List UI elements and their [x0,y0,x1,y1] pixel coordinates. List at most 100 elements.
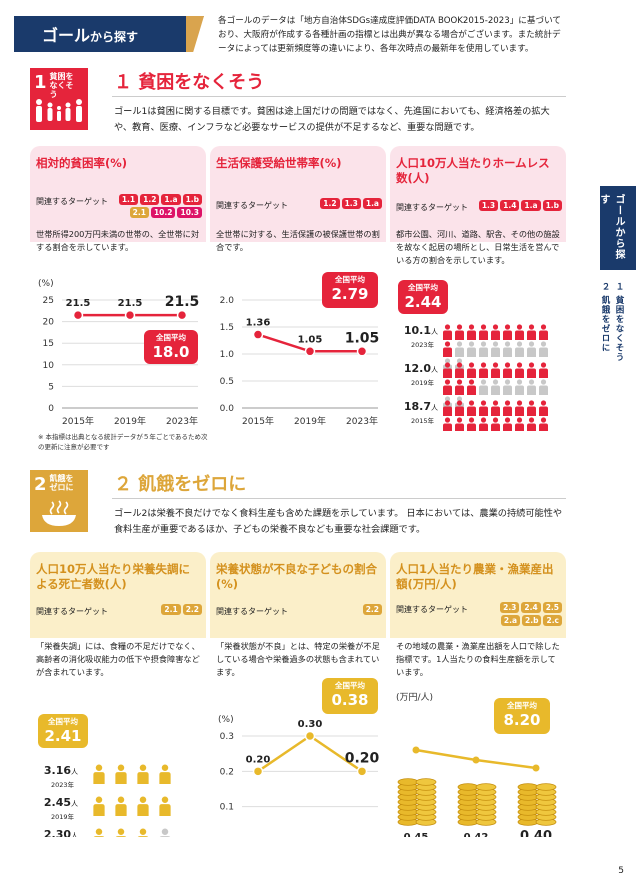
footnote: ※ 本指標は出典となる統計データが５年ごとであるため次の更新に注意が必要です [38,433,208,451]
panel-description: 「栄養失調」には、食糧の不足だけでなく、高齢者の消化吸収能力の低下や摂食障害など… [36,641,200,677]
person-icon [527,400,536,416]
family-icon [36,99,82,122]
person-icon [467,324,476,340]
target-row: 関連するターゲット 2.3 2.4 2.5 2.a 2.b 2.c [396,602,562,632]
person-icon [515,400,524,416]
row-value: 2.45人 [38,796,78,809]
target-row: 関連するターゲット 1.1 1.2 1.a 1.b 2.1 10.2 10.3 [36,194,202,224]
person-icon [159,764,171,784]
pictogram-row [90,828,174,837]
target-badge: 2.1 [129,207,149,218]
national-average-label: 全国平均 [507,701,537,710]
target-label: 関連するターゲット [36,197,108,206]
target-badge: 2.3 [500,602,520,613]
data-point [412,746,420,754]
person-icon [467,341,476,357]
person-icon [503,324,512,340]
row-value-unit: 人 [431,328,438,336]
goal2-panel-malnutrition-deaths: 人口10万人当たり栄養失調による死亡者数(人) 関連するターゲット 2.1 2.… [30,552,206,837]
person-icon [115,796,127,816]
intro-text: 各ゴールのデータは「地方自治体SDGs達成度評価DATA BOOK2015-20… [218,16,562,54]
row-value-number: 2.30 [43,828,71,837]
data-label: 0.45 [404,832,429,837]
panel-title: 人口10万人当たりホームレス数(人) [396,156,550,185]
target-badge: 2.2 [362,604,382,615]
pictogram-row [442,324,558,374]
page-number: 5 [618,866,624,876]
national-average-value: 0.38 [331,691,369,709]
person-icon [443,379,452,395]
line-chart: 2.0 1.5 1.0 0.5 0.0 2015年 2019年 2023年 1.36 1.05 1.… [220,296,380,427]
panel-description: 都市公園、河川、道路、駅舎、その他の施設を故なく起居の場所とし、日常生活を営んで… [396,229,560,265]
person-icon [491,417,500,431]
target-badge: 1.3 [341,198,361,209]
person-icon [159,828,171,837]
data-point [304,346,316,357]
row-value-number: 18.7 [403,400,431,413]
pictogram-row [90,764,174,784]
national-average-pill: 全国平均 2.44 [398,280,448,314]
goal1-icon-label: 貧困を なくそう [49,72,74,99]
goal2-panel-agri-output: 人口1人当たり農業・漁業産出額(万円/人) 関連するターゲット 2.3 2.4 … [390,552,566,837]
person-icon [539,362,548,378]
target-badge: 2.b [522,615,542,626]
goal1-divider [112,96,566,97]
panel-description: 全世帯に対する、生活保護の被保護世帯の割合です。 [216,229,380,252]
national-average-value: 2.41 [44,727,82,745]
target-badge: 1.a [362,198,382,209]
person-icon [137,764,149,784]
national-average-pill: 全国平均 18.0 [144,330,198,364]
sidebar-nav-goal2[interactable]: ２ 飢餓をゼロに [600,282,610,353]
person-icon [527,362,536,378]
person-icon [515,341,524,357]
target-badge: 1.2 [140,194,160,205]
coin [397,778,419,786]
person-icon [503,417,512,431]
pictogram-row [442,400,558,431]
target-badge: 1.2 [320,198,340,209]
person-icon [491,362,500,378]
row-year: 2019年 [410,379,434,387]
target-badge: 1.a [161,194,181,205]
person-icon [527,379,536,395]
x-tick-label: 2019年 [114,415,146,427]
goal2-icon-label: 飢餓を ゼロに [49,474,74,492]
person-icon [443,362,452,378]
y-tick-label: 0.3 [220,732,234,742]
coin [415,778,437,786]
person-icon [539,400,548,416]
target-label: 関連するターゲット [216,201,288,210]
target-badge: 2.5 [542,602,562,613]
person-icon [455,400,464,416]
person-icon [467,362,476,378]
coin [535,783,557,791]
national-average-label: 全国平均 [408,283,438,292]
data-label: 21.5 [66,298,91,309]
target-label: 関連するターゲット [216,607,288,616]
person-icon [479,324,488,340]
national-average-value: 2.79 [331,285,369,303]
goal1-panel-poverty-rate: 相対的貧困率(%) 関連するターゲット 1.1 1.2 1.a 1.b 2.1 … [30,146,206,431]
person-icon [479,417,488,431]
person-icon [443,324,452,340]
person-icon [479,362,488,378]
row-value: 3.16人 [38,764,78,777]
data-point [72,309,84,321]
coin [475,783,497,791]
sidebar-tab[interactable]: ゴールから探す [598,186,636,270]
sidebar-nav-goal1[interactable]: １ 貧困をなくそう [614,282,624,362]
data-point [304,730,316,742]
row-value-number: 12.0 [403,362,431,375]
target-label: 関連するターゲット [36,607,108,616]
target-badge: 10.3 [177,207,202,218]
x-tick-label: 2023年 [166,415,198,427]
target-row: 関連するターゲット 1.2 1.3 1.a [216,198,382,218]
y-tick-label: 0 [48,404,54,414]
y-tick-label: 5 [48,382,54,392]
y-tick-label: 0.5 [220,377,234,387]
x-tick-label: 2023年 [346,415,378,427]
data-point [124,309,136,321]
goal1-description: ゴール1は貧困に関する目標です。貧困は途上国だけの問題ではなく、先進国においても… [114,106,550,133]
y-unit-label: (万円/人) [396,692,433,703]
y-tick-label: 20 [43,318,55,328]
